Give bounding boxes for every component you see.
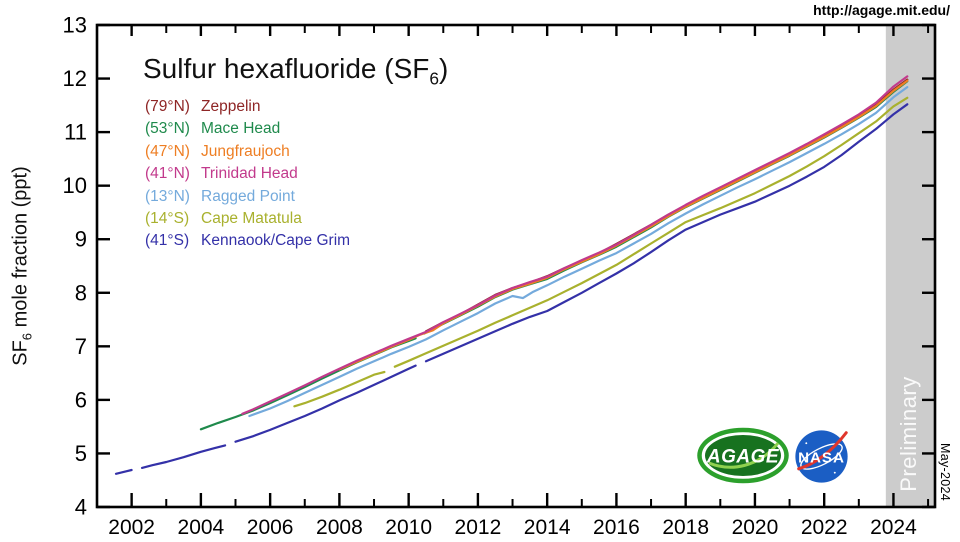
series-line-jungfraujoch (338, 79, 909, 371)
y-axis-title-subscript: 6 (19, 332, 35, 341)
x-tick-label: 2010 (385, 516, 432, 539)
x-tick-label: 2006 (247, 516, 294, 539)
nasa-logo: NASA (795, 430, 848, 483)
series-line-cape-grim (140, 444, 227, 469)
x-tick-label: 2022 (801, 516, 848, 539)
legend-station-name: Cape Matatula (201, 210, 302, 228)
y-tick-label: 13 (63, 13, 87, 38)
legend-item-ragged-point: (13°N) Ragged Point (145, 186, 350, 208)
y-tick-label: 8 (75, 280, 87, 305)
series-line-cape-grim (424, 103, 909, 363)
nasa-logo-swoosh (797, 431, 848, 471)
y-tick-label: 10 (63, 173, 87, 198)
agage-logo: AGAGE (697, 427, 789, 484)
legend-latitude: (53°N) (145, 120, 190, 138)
preliminary-label: Preliminary (896, 376, 921, 492)
y-tick-label: 4 (75, 495, 87, 520)
series-line-trinidad-head (241, 75, 909, 415)
legend-item-cape-grim: (41°S) Kennaook/Cape Grim (145, 230, 350, 252)
chart-title: Sulfur hexafluoride (SF6) (143, 53, 448, 90)
series-line-cape-matatula (393, 96, 909, 368)
source-url: http://agage.mit.edu/ (813, 2, 950, 18)
series-line-cape-grim (234, 364, 417, 443)
chart-title-text: Sulfur hexafluoride (SF (143, 53, 430, 84)
chart-title-suffix: ) (439, 53, 449, 84)
legend-station-name: Jungfraujoch (201, 142, 290, 160)
x-tick-label: 2012 (455, 516, 502, 539)
date-stamp: May-2024 (938, 443, 952, 501)
y-tick-label: 5 (75, 441, 87, 466)
legend-latitude: (14°S) (145, 210, 190, 228)
y-tick-label: 9 (75, 227, 87, 252)
agage-logo-swoosh (708, 442, 780, 469)
plot-frame (95, 23, 937, 509)
y-tick-label: 12 (63, 66, 87, 91)
x-tick-label: 2004 (178, 516, 225, 539)
legend-latitude: (13°N) (145, 187, 190, 205)
legend-latitude: (47°N) (145, 142, 190, 160)
legend-latitude: (79°N) (145, 98, 190, 115)
nasa-logo-star (833, 471, 836, 474)
y-axis-title: SF6 mole fraction (ppt) (10, 166, 35, 366)
y-tick-label: 6 (75, 387, 87, 412)
legend-item-cape-matatula: (14°S) Cape Matatula (145, 208, 350, 230)
y-axis-title-suffix: mole fraction (ppt) (9, 166, 32, 333)
x-tick-label: 2002 (108, 516, 155, 539)
legend-item-jungfraujoch: (47°N) Jungfraujoch (145, 141, 350, 163)
legend: (79°N) Zeppelin (53°N) Mace Head (47°N) … (145, 96, 350, 253)
series-line-ragged-point (248, 85, 909, 418)
legend-latitude: (41°S) (145, 232, 190, 250)
agage-logo-text: AGAGE (706, 447, 780, 468)
legend-item-mace-head: (53°N) Mace Head (145, 118, 350, 140)
legend-item-trinidad-head: (41°N) Trinidad Head (145, 163, 350, 185)
x-tick-label: 2016 (593, 516, 640, 539)
y-axis-title-text: SF (9, 340, 32, 366)
chart-title-subscript: 6 (429, 68, 440, 89)
x-tick-label: 2008 (316, 516, 363, 539)
x-tick-label: 2020 (732, 516, 779, 539)
legend-station-name: Zeppelin (201, 98, 261, 115)
y-tick-label: 11 (64, 120, 87, 145)
series-line-cape-grim (114, 468, 133, 475)
y-tick-label: 7 (75, 334, 87, 359)
legend-station-name: Kennaook/Cape Grim (201, 232, 351, 250)
legend-station-name: Trinidad Head (201, 165, 298, 183)
legend-item-zeppelin: (79°N) Zeppelin (145, 96, 350, 118)
legend-latitude: (41°N) (145, 165, 190, 183)
nasa-logo-star (805, 442, 808, 445)
series-line-cape-matatula (293, 370, 386, 408)
legend-station-name: Mace Head (201, 120, 281, 138)
x-tick-label: 2024 (870, 516, 917, 539)
nasa-logo-text: NASA (798, 450, 845, 467)
x-tick-label: 2014 (524, 516, 571, 539)
legend-station-name: Ragged Point (201, 187, 295, 205)
x-tick-label: 2018 (662, 516, 709, 539)
